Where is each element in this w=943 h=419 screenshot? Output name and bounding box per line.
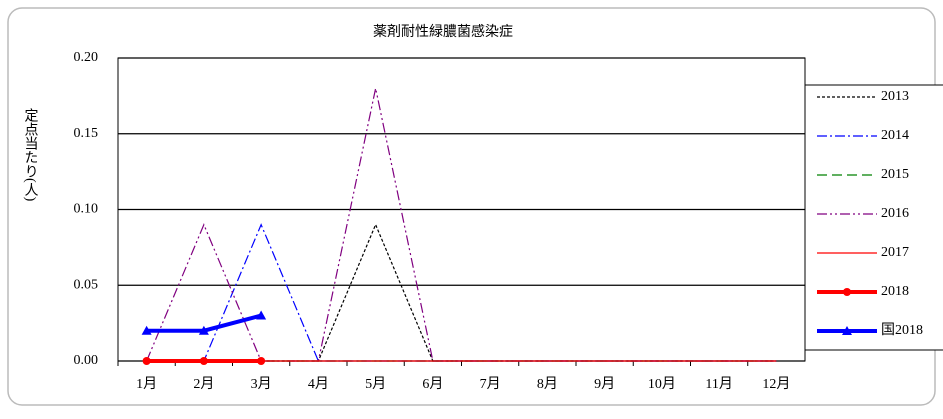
marker: [256, 310, 267, 320]
y-axis-label: 定点当たり(人): [23, 108, 39, 202]
legend-label: 2014: [881, 128, 909, 143]
legend-label: 2015: [881, 167, 909, 182]
legend-marker: [843, 288, 851, 296]
legend-label: 2017: [881, 245, 909, 260]
marker: [142, 357, 151, 365]
legend-box: [804, 84, 943, 351]
x-tick-label: 1月: [136, 376, 157, 392]
x-tick-label: 5月: [365, 376, 386, 392]
marker: [141, 325, 152, 335]
chart-title: 薬剤耐性緑膿菌感染症: [373, 23, 513, 40]
legend-marker: [842, 326, 852, 335]
legend-label: 2018: [881, 284, 909, 299]
x-tick-label: 7月: [480, 376, 501, 392]
y-tick-label: 0.10: [74, 202, 99, 217]
x-tick-label: 3月: [251, 376, 272, 392]
legend-label: 国2018: [881, 323, 923, 338]
x-tick-label: 11月: [705, 376, 732, 392]
marker: [198, 325, 209, 335]
x-tick-label: 6月: [422, 376, 443, 392]
marker: [199, 357, 208, 365]
legend-label: 2016: [881, 206, 909, 221]
x-tick-label: 10月: [648, 376, 676, 392]
x-tick-label: 4月: [308, 376, 329, 392]
y-tick-label: 0.15: [74, 126, 99, 141]
marker: [257, 357, 266, 365]
x-tick-label: 12月: [762, 376, 790, 392]
x-tick-label: 8月: [537, 376, 558, 392]
legend-label: 2013: [881, 89, 909, 104]
x-tick-label: 9月: [594, 376, 615, 392]
y-tick-label: 0.20: [74, 50, 99, 65]
y-tick-label: 0.00: [74, 353, 99, 368]
y-tick-label: 0.05: [74, 277, 99, 292]
x-tick-label: 2月: [193, 376, 214, 392]
